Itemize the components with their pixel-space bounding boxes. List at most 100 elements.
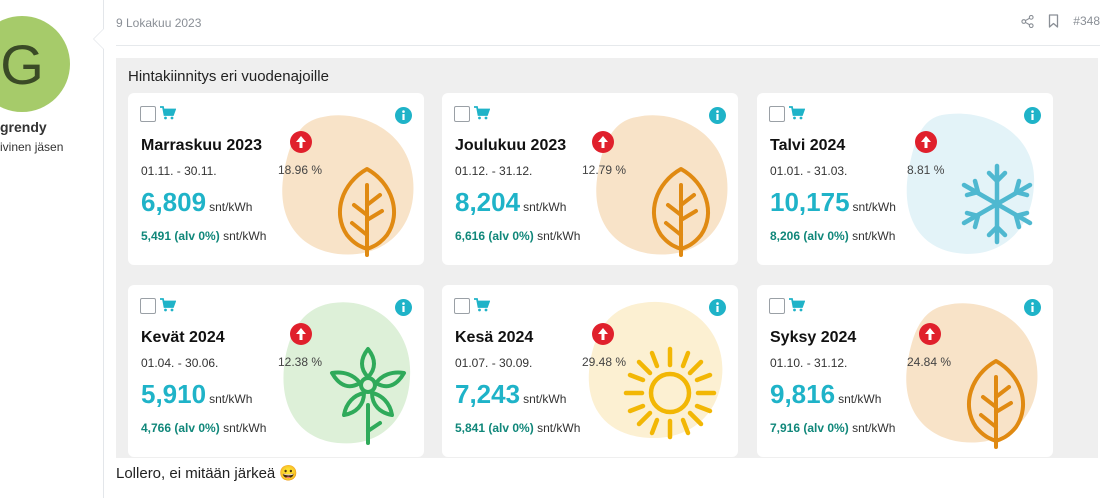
card-blob [906,113,1035,254]
bookmark-icon[interactable] [1048,14,1059,28]
share-icon[interactable] [1021,14,1034,28]
info-icon[interactable] [395,107,412,129]
price-value: 8,204 [455,187,521,217]
info-icon[interactable] [1024,299,1041,321]
arrow-up-icon [290,131,312,158]
card-price: 9,816 snt/kWh [770,379,881,410]
card-range: 01.01. - 31.03. [770,164,848,178]
info-icon[interactable] [709,299,726,321]
subprice-value: 5,491 (alv 0%) [141,229,220,243]
avatar[interactable]: G [0,16,70,112]
subprice-value: 5,841 (alv 0%) [455,421,534,435]
subprice-value: 7,916 (alv 0%) [770,421,849,435]
card-percent: 24.84 % [907,355,952,369]
card-percent: 12.38 % [278,355,323,369]
leaf-icon [337,167,397,257]
price-unit: snt/kWh [209,392,253,406]
card-range: 01.10. - 31.12. [770,356,848,370]
subprice-unit: snt/kWh [223,229,267,243]
price-card: Talvi 2024 01.01. - 31.03. 8.81 % 10,175… [757,93,1053,265]
subprice-unit: snt/kWh [537,421,581,435]
arrow-up-icon [592,131,614,158]
arrow-up-icon [919,323,941,350]
flower-icon [330,347,406,445]
arrow-up-icon [592,323,614,350]
price-card: Syksy 2024 01.10. - 31.12. 24.84 % 9,816… [757,285,1053,457]
select-checkbox[interactable] [769,298,785,314]
info-icon[interactable] [1024,107,1041,129]
card-subprice: 8,206 (alv 0%) snt/kWh [770,229,895,243]
sun-icon [623,346,717,440]
price-unit: snt/kWh [523,392,567,406]
post-actions: #348 [1021,14,1100,28]
card-percent: 18.96 % [278,163,323,177]
card-subprice: 5,841 (alv 0%) snt/kWh [455,421,580,435]
post-number[interactable]: #348 [1073,14,1100,28]
select-checkbox[interactable] [769,106,785,122]
author-name[interactable]: grendy [0,119,47,135]
card-price: 7,243 snt/kWh [455,379,566,410]
card-percent: 12.79 % [582,163,627,177]
price-value: 5,910 [141,379,207,409]
card-name: Joulukuu 2023 [455,137,567,154]
price-unit: snt/kWh [523,200,567,214]
subprice-unit: snt/kWh [223,421,267,435]
snowflake-icon [961,163,1033,245]
select-checkbox[interactable] [140,298,156,314]
cart-icon[interactable] [789,106,806,125]
select-checkbox[interactable] [454,298,470,314]
price-unit: snt/kWh [838,392,882,406]
card-subprice: 7,916 (alv 0%) snt/kWh [770,421,895,435]
card-name: Syksy 2024 [770,329,857,346]
cart-icon[interactable] [789,298,806,317]
leaf-icon [651,167,711,257]
card-price: 8,204 snt/kWh [455,187,566,218]
select-checkbox[interactable] [140,106,156,122]
subprice-unit: snt/kWh [537,229,581,243]
card-percent: 29.48 % [582,355,627,369]
card-name: Talvi 2024 [770,137,846,154]
subprice-value: 6,616 (alv 0%) [455,229,534,243]
leaf-icon [966,359,1026,449]
price-card: Kesä 2024 01.07. - 30.09. 29.48 % 7,243 s… [442,285,738,457]
price-unit: snt/kWh [852,200,896,214]
card-range: 01.07. - 30.09. [455,356,533,370]
price-fixing-panel: Hintakiinnitys eri vuodenajoille Marrask… [116,58,1098,458]
card-name: Kesä 2024 [455,329,534,346]
post-header: 9 Lokakuu 2023 #348 [116,0,1100,46]
subprice-unit: snt/kWh [852,229,896,243]
price-value: 10,175 [770,187,850,217]
arrow-up-icon [290,323,312,350]
card-price: 5,910 snt/kWh [141,379,252,410]
card-price: 10,175 snt/kWh [770,187,896,218]
cart-icon[interactable] [474,298,491,317]
cart-icon[interactable] [474,106,491,125]
subprice-value: 4,766 (alv 0%) [141,421,220,435]
price-unit: snt/kWh [209,200,253,214]
card-subprice: 5,491 (alv 0%) snt/kWh [141,229,266,243]
cart-icon[interactable] [160,106,177,125]
subprice-unit: snt/kWh [852,421,896,435]
cart-icon[interactable] [160,298,177,317]
panel-title: Hintakiinnitys eri vuodenajoille [128,68,329,85]
author-title: ivinen jäsen [0,140,64,154]
card-percent: 8.81 % [907,163,945,177]
post-message: Lollero, ei mitään järkeä [116,464,276,482]
post-text: Lollero, ei mitään järkeä 😀 [116,464,298,483]
info-icon[interactable] [395,299,412,321]
subprice-value: 8,206 (alv 0%) [770,229,849,243]
post-date[interactable]: 9 Lokakuu 2023 [116,16,202,30]
card-price: 6,809 snt/kWh [141,187,252,218]
card-name: Kevät 2024 [141,329,225,346]
post: 9 Lokakuu 2023 #348 Hintakiinnitys eri v… [93,0,1112,498]
author-panel: G grendy ivinen jäsen [0,0,104,498]
select-checkbox[interactable] [454,106,470,122]
card-range: 01.04. - 30.06. [141,356,219,370]
price-card: Joulukuu 2023 01.12. - 31.12. 12.79 % 8,… [442,93,738,265]
card-subprice: 6,616 (alv 0%) snt/kWh [455,229,580,243]
info-icon[interactable] [709,107,726,129]
price-card: Kevät 2024 01.04. - 30.06. 12.38 % 5,910… [128,285,424,457]
arrow-up-icon [915,131,937,158]
grin-emoji-icon: 😀 [279,465,298,482]
card-blob [588,301,723,439]
